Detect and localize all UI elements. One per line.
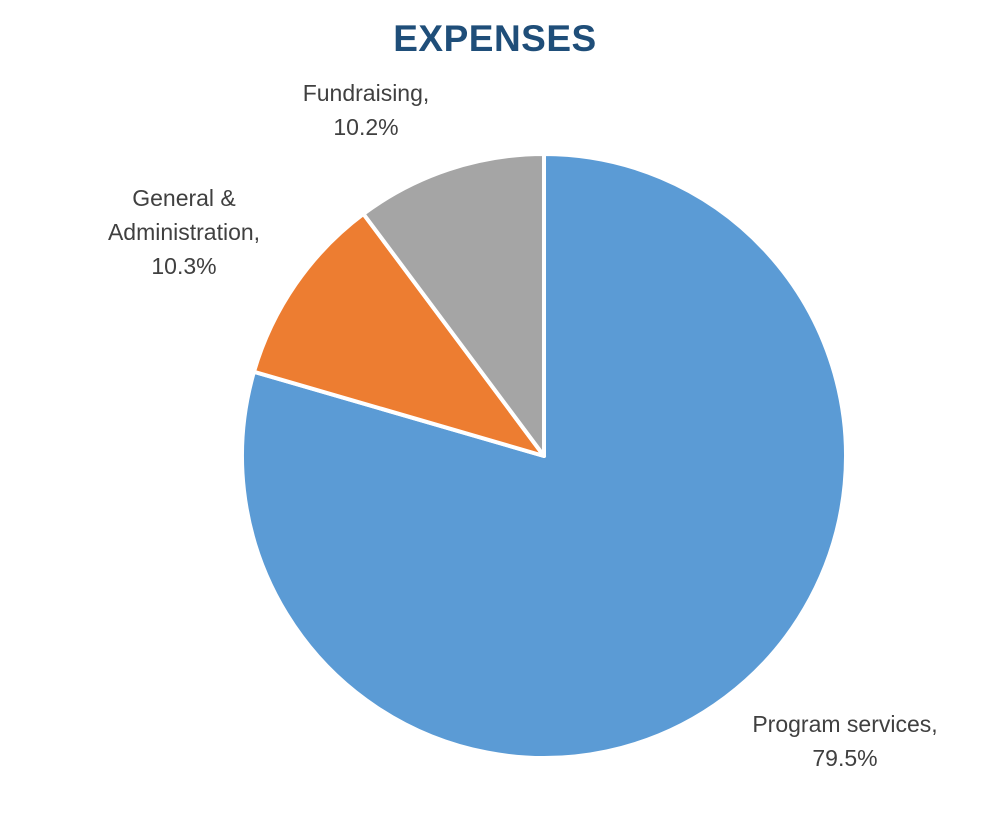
pie-slice-general-administration bbox=[251, 211, 546, 458]
data-label-line: Administration, bbox=[108, 219, 260, 245]
data-label-general-administration: General & Administration, 10.3% bbox=[108, 185, 260, 279]
data-label-line: General & bbox=[132, 185, 236, 211]
data-label-line: Program services, bbox=[752, 711, 937, 737]
data-label-line: 10.3% bbox=[151, 253, 216, 279]
data-label-line: 10.2% bbox=[333, 114, 398, 140]
chart-title: EXPENSES bbox=[393, 18, 597, 59]
data-label-line: 79.5% bbox=[812, 745, 877, 771]
data-label-fundraising: Fundraising, 10.2% bbox=[303, 80, 430, 140]
pie-slice-fundraising bbox=[361, 152, 546, 458]
data-label-program-services: Program services, 79.5% bbox=[752, 711, 937, 771]
data-label-line: Fundraising, bbox=[303, 80, 430, 106]
